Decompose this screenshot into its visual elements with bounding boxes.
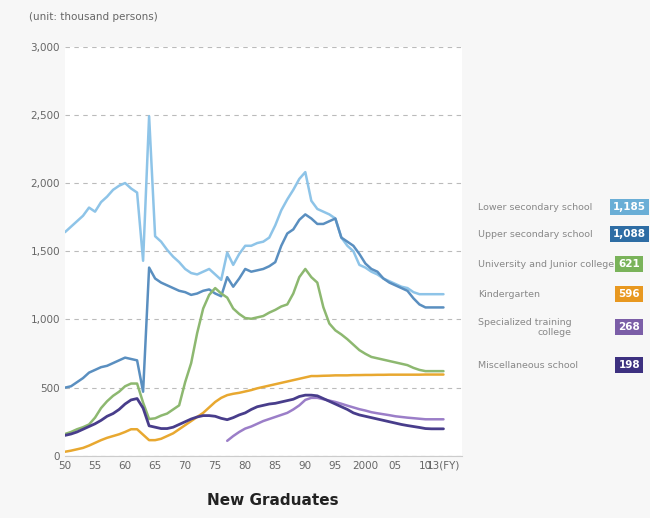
Text: 1,088: 1,088 [613,229,645,239]
Text: Specialized training
college: Specialized training college [478,318,571,337]
Text: Kindergarten: Kindergarten [478,290,540,299]
Text: 621: 621 [618,259,640,269]
Text: Upper secondary school: Upper secondary school [478,229,592,239]
Text: 596: 596 [618,289,640,299]
Text: Lower secondary school: Lower secondary school [478,203,592,212]
Text: 268: 268 [618,322,640,333]
Text: New Graduates: New Graduates [207,493,339,508]
Text: Miscellaneous school: Miscellaneous school [478,361,578,370]
Text: 1,185: 1,185 [613,202,645,212]
Text: 198: 198 [618,360,640,370]
Text: University and Junior college: University and Junior college [478,260,614,269]
Text: (unit: thousand persons): (unit: thousand persons) [29,12,158,22]
